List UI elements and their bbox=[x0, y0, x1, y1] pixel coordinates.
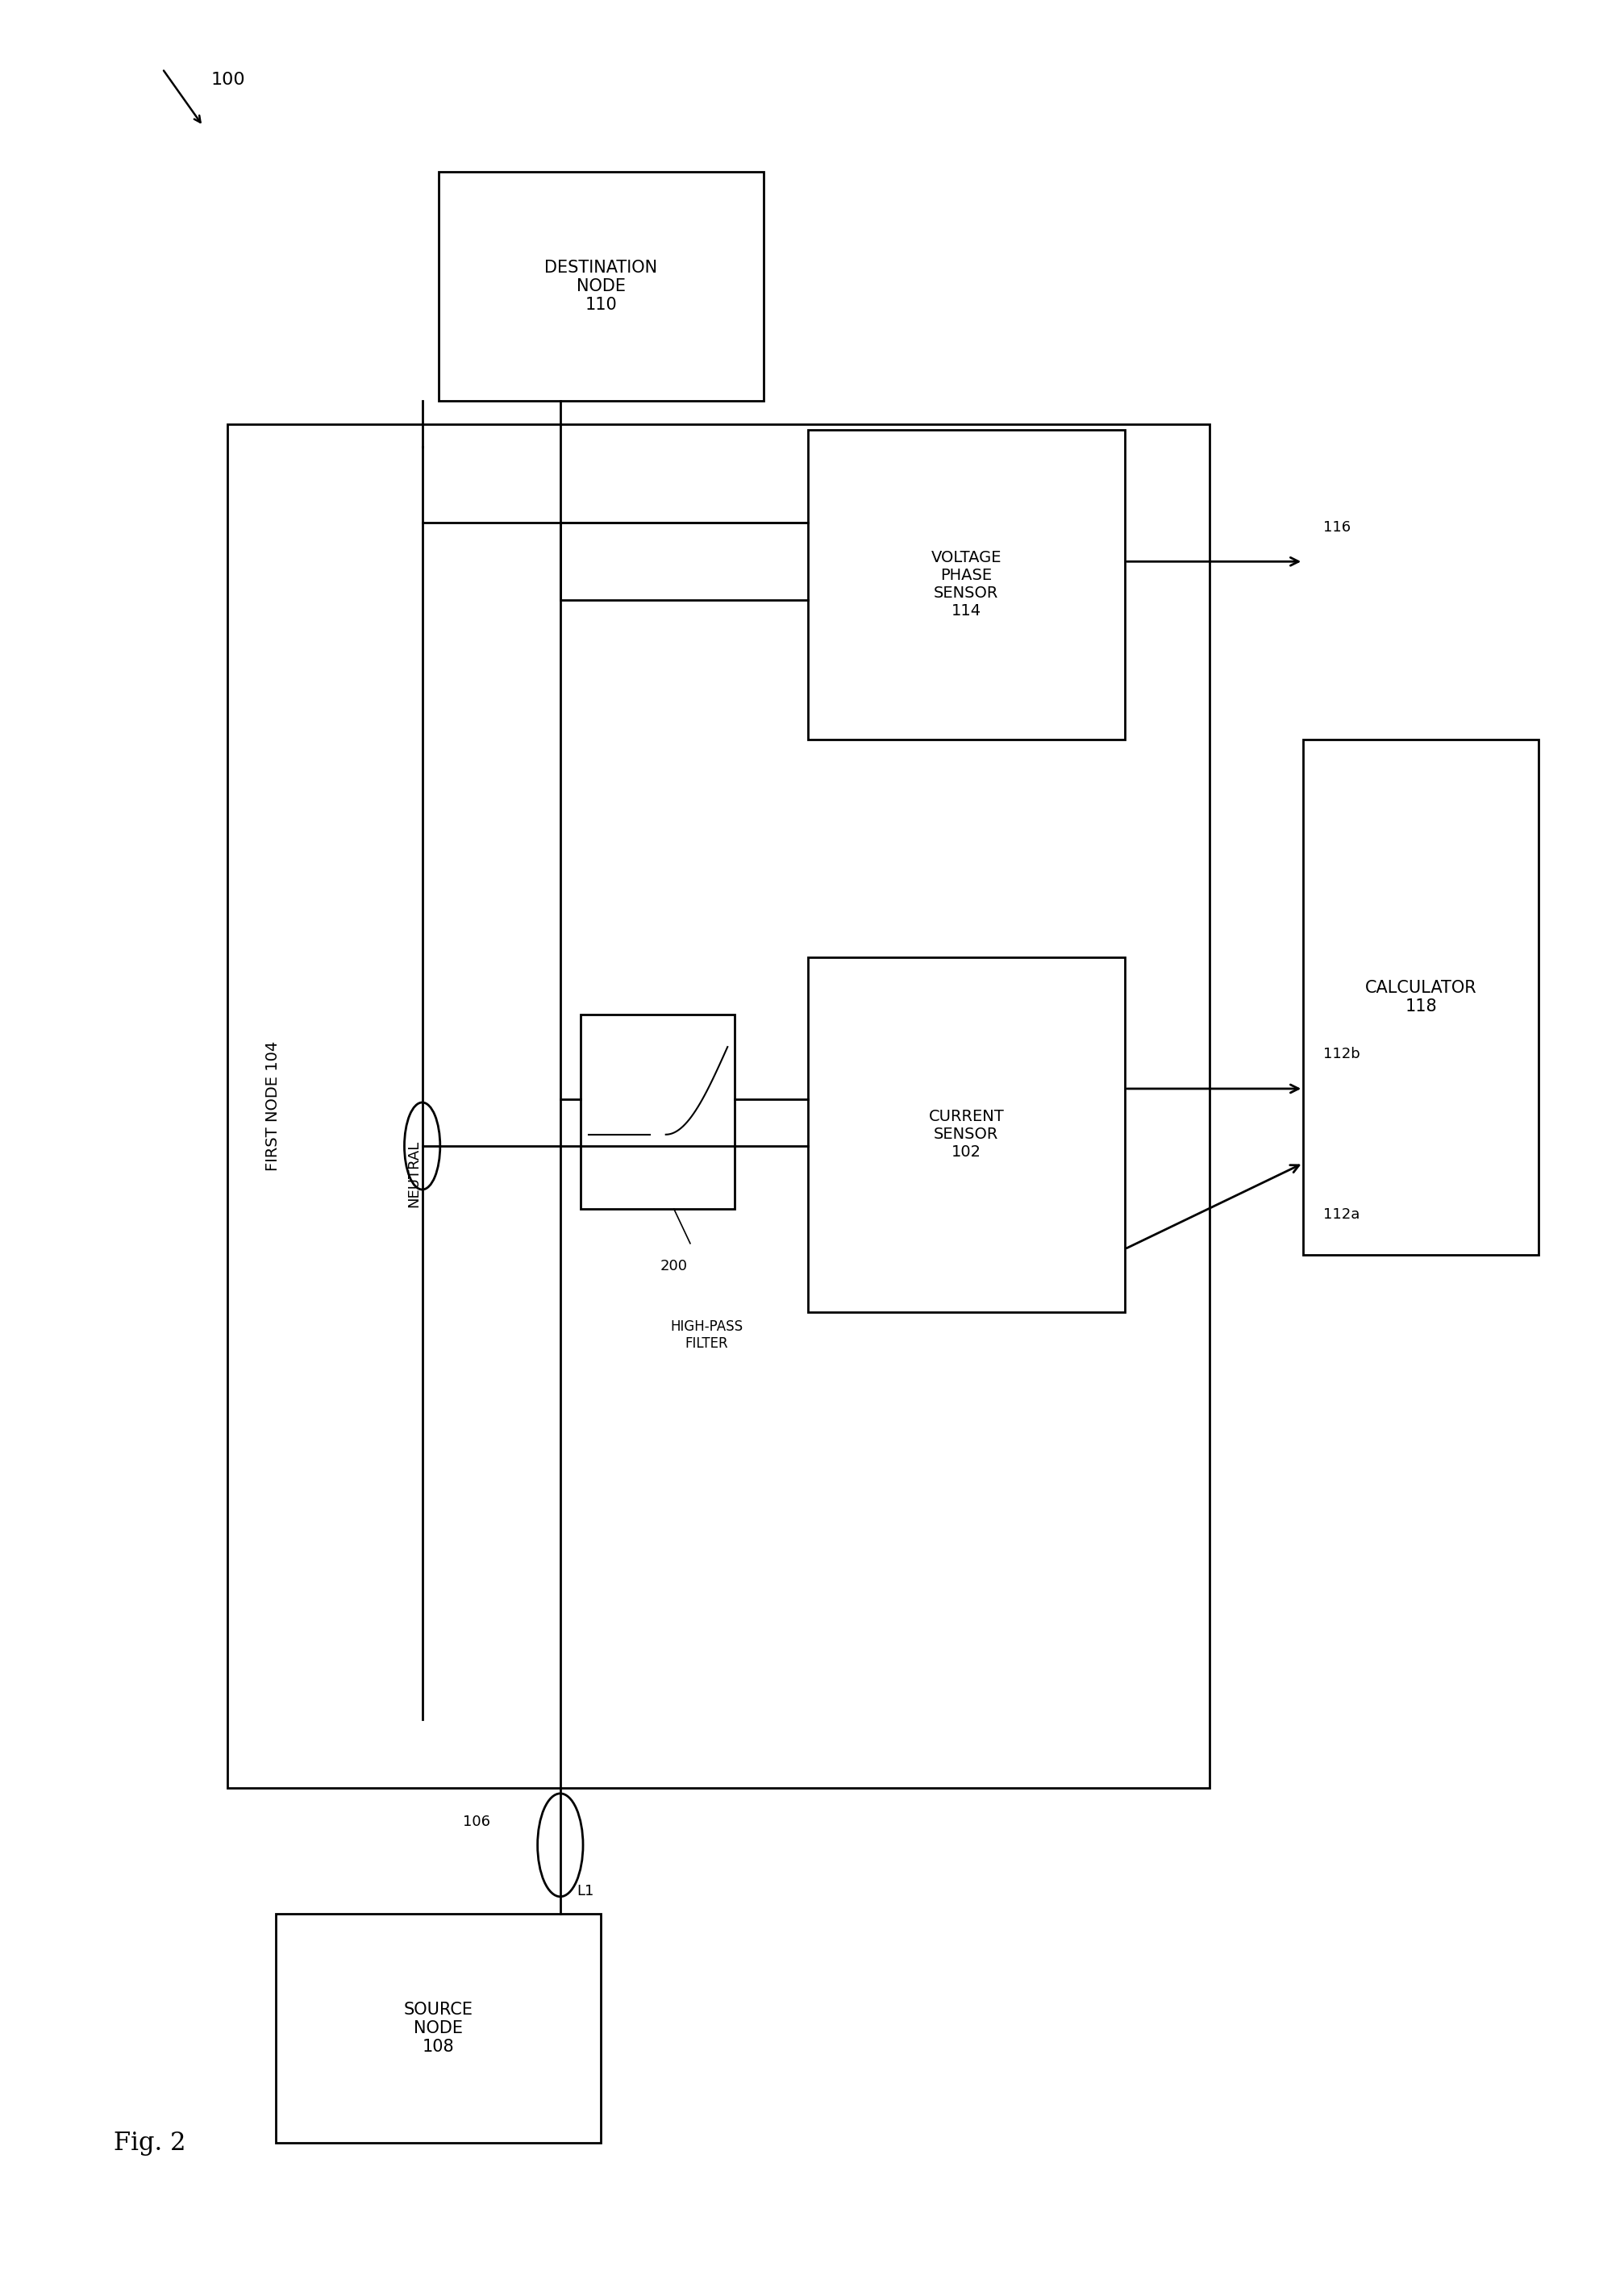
Text: 116: 116 bbox=[1324, 520, 1351, 534]
Text: CALCULATOR
118: CALCULATOR 118 bbox=[1366, 979, 1476, 1015]
Text: DESTINATION
NODE
110: DESTINATION NODE 110 bbox=[544, 259, 658, 314]
Text: Fig. 2: Fig. 2 bbox=[114, 2132, 185, 2154]
Text: NEUTRAL: NEUTRAL bbox=[408, 1141, 421, 1208]
Text: CURRENT
SENSOR
102: CURRENT SENSOR 102 bbox=[929, 1109, 1004, 1160]
Text: 112a: 112a bbox=[1324, 1208, 1361, 1222]
Text: HIGH-PASS
FILTER: HIGH-PASS FILTER bbox=[671, 1320, 742, 1350]
Text: SOURCE
NODE
108: SOURCE NODE 108 bbox=[404, 2001, 473, 2056]
Text: VOLTAGE
PHASE
SENSOR
114: VOLTAGE PHASE SENSOR 114 bbox=[931, 550, 1002, 619]
Text: 100: 100 bbox=[211, 71, 245, 89]
Bar bbox=[581, 1013, 734, 1210]
Bar bbox=[227, 424, 1210, 1788]
Bar bbox=[438, 172, 763, 401]
Text: FIRST NODE 104: FIRST NODE 104 bbox=[265, 1041, 281, 1171]
Bar bbox=[807, 958, 1124, 1311]
Text: 200: 200 bbox=[661, 1258, 687, 1274]
Text: 112b: 112b bbox=[1324, 1047, 1361, 1061]
Text: 106: 106 bbox=[463, 1815, 490, 1829]
Bar bbox=[1302, 738, 1538, 1256]
Bar bbox=[276, 1914, 601, 2143]
Text: L1: L1 bbox=[577, 1884, 594, 1898]
Bar bbox=[807, 431, 1124, 738]
